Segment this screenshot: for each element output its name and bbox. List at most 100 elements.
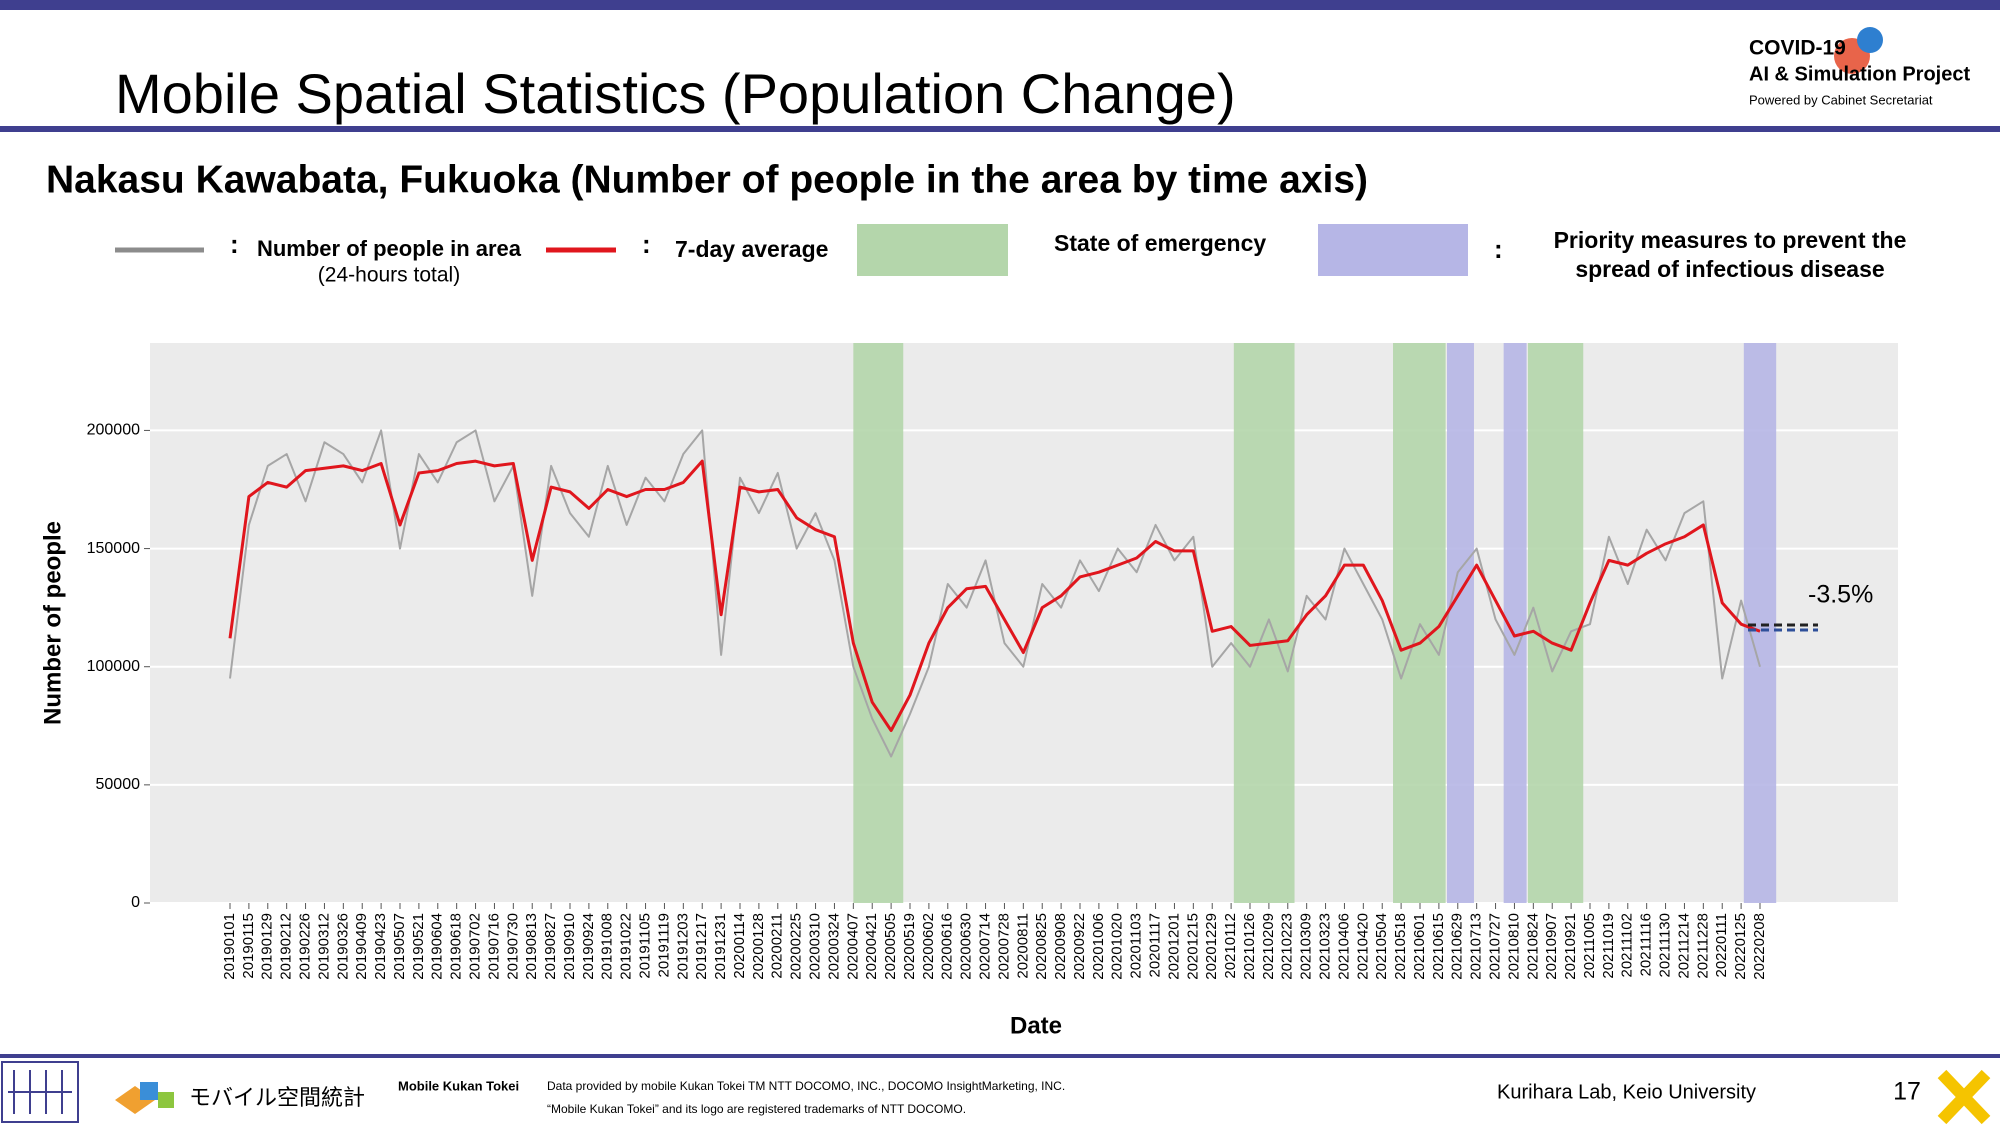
y-axis-title: Number of people [39,521,66,725]
logo-project: AI & Simulation Project [1749,63,1970,85]
footer-logo [1,1061,79,1123]
x-tick-label: 20211130 [1657,913,1674,978]
legend-separator: : [642,229,651,259]
x-tick-label: 20190115 [240,913,257,979]
x-tick-label: 20210601 [1411,913,1428,980]
legend-label: State of emergency [1054,230,1266,256]
y-tick-label: 200000 [87,422,140,439]
x-tick-label: 20200421 [863,913,880,980]
period-band [1233,343,1295,903]
x-tick-label: 20210406 [1335,913,1352,980]
x-tick-label: 20190409 [353,913,370,980]
x-tick-label: 20201020 [1109,913,1126,980]
x-tick-label: 20210921 [1562,913,1579,980]
x-tick-label: 20200407 [844,913,861,980]
x-tick-label: 20220125 [1732,913,1749,980]
credit: Data provided by mobile Kukan Tokei TM N… [547,1079,1065,1093]
x-tick-label: 20211214 [1675,913,1692,979]
x-tick-label: 20191231 [712,913,729,980]
x-tick-label: 20200728 [995,913,1012,980]
x-tick-label: 20210209 [1260,913,1277,980]
plot: 0 50000 100000 150000 200000 20190101 20190115… [87,343,1898,980]
period-band [1743,343,1777,903]
slide-title: Mobile Spatial Statistics (Population Ch… [115,62,1236,125]
x-tick-label: 20190604 [429,913,446,980]
x-tick-label: 20210309 [1298,913,1315,980]
x-tick-label: 20190521 [410,913,427,980]
x-tick-label: 20191022 [618,913,635,980]
x-tick-label: 20220111 [1713,913,1730,978]
x-tick-label: 20190326 [334,913,351,980]
x-tick-label: 20190730 [504,913,521,980]
x-tick-label: 20210112 [1222,913,1239,979]
lab: Kurihara Lab, Keio University [1497,1081,1756,1103]
x-tick-label: 20201117 [1147,913,1164,978]
x-tick-label: 20210504 [1373,913,1390,980]
x-tick-label: 20210629 [1449,913,1466,980]
x-tick-label: 20201006 [1090,913,1107,980]
x-tick-label: 20210727 [1487,913,1504,980]
x-tick-label: 20200310 [807,913,824,980]
x-tick-label: 20201229 [1203,913,1220,980]
x-tick-label: 20200714 [977,913,994,980]
period-band [853,343,904,903]
x-tick-label: 20200225 [788,913,805,980]
x-tick-label: 20210518 [1392,913,1409,980]
x-tick-label: 20191217 [693,913,710,980]
x-tick-label: 20211019 [1600,913,1617,979]
x-tick-label: 20190716 [485,913,502,980]
footer-logo-mark [8,1070,72,1114]
y-tick-label: 100000 [87,658,140,675]
x-tick-label: 20190101 [221,913,238,980]
x-tick-label: 20201103 [1128,913,1145,979]
y-tick-label: 0 [131,894,140,911]
x-tick-label: 20201201 [1165,913,1182,980]
x-tick-label: 20200114 [731,913,748,979]
plot-background [150,343,1898,903]
x-tick-label: 20200324 [825,913,842,980]
x-tick-label: 20211228 [1694,913,1711,979]
brand-icon [140,1082,158,1100]
x-tick-label: 20201215 [1184,913,1201,980]
x-tick-label: 20200825 [1033,913,1050,980]
x-tick-label: 20190312 [315,913,332,980]
trademark: “Mobile Kukan Tokei” and its logo are re… [547,1102,966,1116]
y-tick-label: 150000 [87,540,140,557]
x-tick-label: 20190813 [523,913,540,980]
x-tick-label: 20210420 [1354,913,1371,980]
x-tick-label: 20210824 [1524,913,1541,980]
legend-swatch [857,224,1008,276]
x-tick-label: 20210810 [1505,913,1522,980]
brand: Mobile Kukan Tokei [398,1078,519,1093]
x-tick-label: 20200630 [958,913,975,980]
title-rule [0,126,2000,132]
annotation: -3.5% [1808,581,1873,609]
x-tick-label: 20210907 [1543,913,1560,980]
top-bar [0,0,2000,10]
page-number: 17 [1893,1078,1921,1106]
period-band [1527,343,1584,903]
x-tick-label: 20191203 [674,913,691,980]
legend-swatch [1318,224,1468,276]
x-tick-label: 20200908 [1052,913,1069,980]
x-tick-label: 20211116 [1638,913,1655,976]
x-tick-label: 20220208 [1751,913,1768,980]
x-tick-label: 20190924 [580,913,597,980]
x-tick-label: 20200811 [1014,913,1031,979]
x-tick-label: 20200602 [920,913,937,980]
footer-rule [0,1054,2000,1058]
series-line [228,459,1761,733]
x-tick-label: 20190702 [467,913,484,980]
x-tick-label: 20191105 [637,913,654,979]
x-tick-label: 20190910 [561,913,578,980]
x-tick-label: 20211102 [1619,913,1636,978]
x-tick-label: 20190129 [259,913,276,980]
x-tick-label: 20210126 [1241,913,1258,980]
period-band [1503,343,1527,903]
x-axis-title: Date [1010,1012,1062,1039]
legend-label: Number of people in area [257,236,522,261]
x-tick-label: 20190423 [372,913,389,980]
x-tick-label: 20200519 [901,913,918,980]
